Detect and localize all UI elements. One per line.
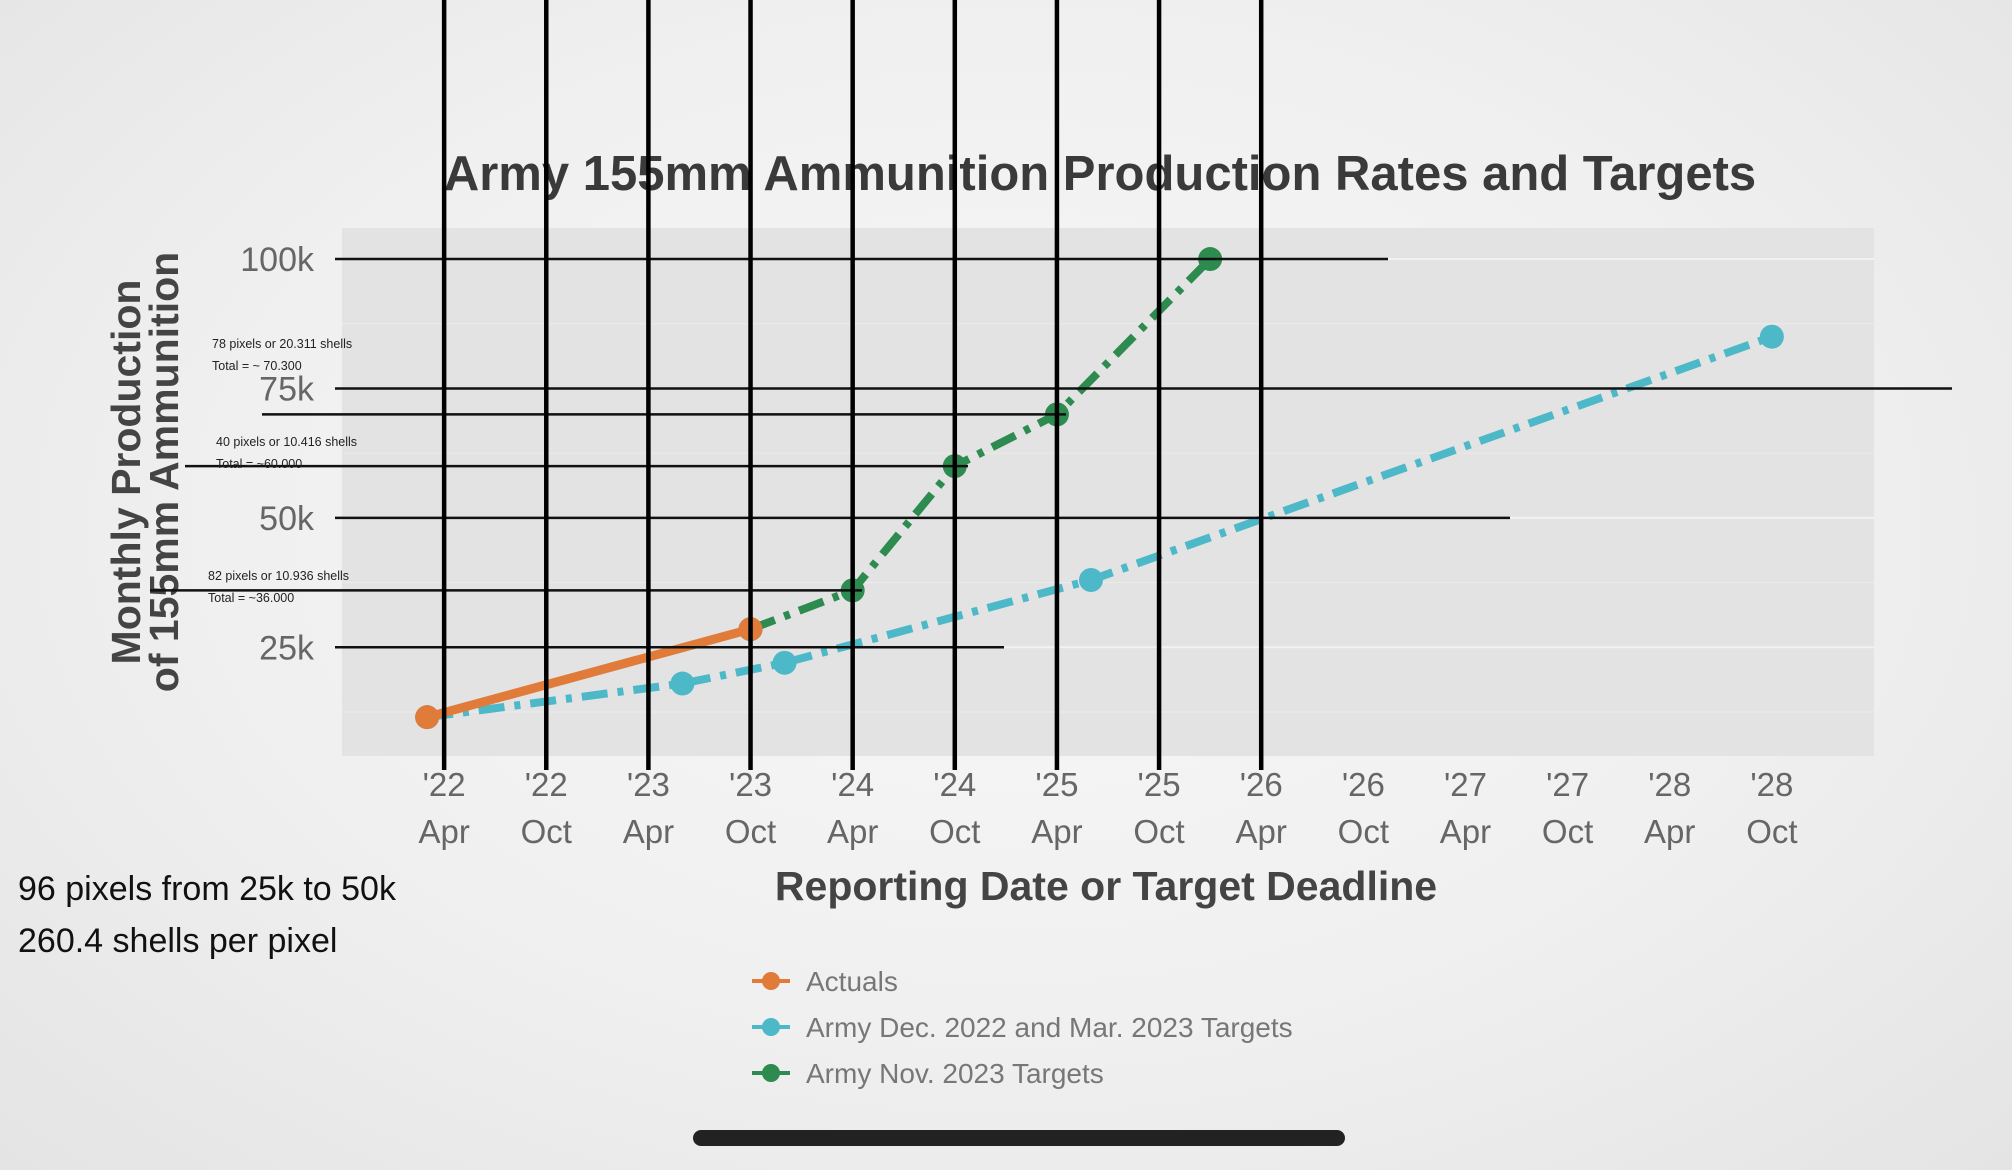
x-tick-month-3: Oct xyxy=(725,813,776,850)
y-ticks: 25k 50k 75k 100k xyxy=(240,241,315,667)
annotation-3-line-1: 82 pixels or 10.936 shells xyxy=(208,569,349,583)
y-axis-title-line-1: Monthly Production xyxy=(103,280,149,665)
x-tick-year-5: '24 xyxy=(933,766,976,803)
annotation-3: 82 pixels or 10.936 shells Total = ~36.0… xyxy=(208,569,349,605)
y-tick-label-25k: 25k xyxy=(259,629,315,667)
x-tick-year-8: '26 xyxy=(1240,766,1283,803)
x-tick-year-6: '25 xyxy=(1035,766,1078,803)
x-tick-month-7: Oct xyxy=(1133,813,1184,850)
x-tick-year-1: '22 xyxy=(525,766,568,803)
note-line-2: 260.4 shells per pixel xyxy=(18,922,337,960)
x-tick-month-4: Apr xyxy=(827,813,878,850)
y-axis-title-line-2: of 155mm Ammunition xyxy=(141,252,187,692)
series-0-point-0 xyxy=(415,705,440,730)
y-tick-label-75k: 75k xyxy=(259,370,315,408)
annotation-1: 78 pixels or 20.311 shells Total = ~ 70.… xyxy=(212,337,352,373)
x-tick-month-11: Oct xyxy=(1542,813,1593,850)
y-tick-label-50k: 50k xyxy=(259,500,315,538)
x-ticks: '22 Apr '22 Oct '23 Apr '23 Oct '24 Apr '24 Oct '25 A… xyxy=(418,766,1797,850)
note-line-1: 96 pixels from 25k to 50k xyxy=(18,870,397,908)
x-tick-year-7: '25 xyxy=(1138,766,1181,803)
x-tick-month-9: Oct xyxy=(1338,813,1389,850)
annotation-2-line-1: 40 pixels or 10.416 shells xyxy=(216,435,357,449)
legend: Actuals Army Dec. 2022 and Mar. 2023 Targ… xyxy=(752,966,1293,1089)
annotation-1-line-1: 78 pixels or 20.311 shells xyxy=(212,337,352,351)
legend-swatch-marker-1 xyxy=(762,1018,780,1036)
x-tick-year-13: '28 xyxy=(1750,766,1793,803)
x-tick-month-0: Apr xyxy=(418,813,469,850)
x-tick-year-3: '23 xyxy=(729,766,772,803)
x-tick-month-10: Apr xyxy=(1440,813,1491,850)
x-tick-month-6: Apr xyxy=(1031,813,1082,850)
series-1-point-2 xyxy=(772,650,797,675)
y-tick-label-100k: 100k xyxy=(240,241,315,279)
x-tick-year-9: '26 xyxy=(1342,766,1385,803)
x-tick-year-0: '22 xyxy=(423,766,466,803)
series-line-0 xyxy=(425,624,752,722)
overlay-horizontal-lines xyxy=(150,257,1952,649)
annotation-2-line-2: Total = ~60.000 xyxy=(216,457,302,471)
series-1-point-3 xyxy=(1078,568,1103,592)
x-tick-month-8: Apr xyxy=(1236,813,1287,850)
series-line-1 xyxy=(426,332,1774,722)
x-tick-year-10: '27 xyxy=(1444,766,1487,803)
x-tick-year-4: '24 xyxy=(831,766,874,803)
x-tick-month-5: Oct xyxy=(929,813,980,850)
x-tick-month-12: Apr xyxy=(1644,813,1695,850)
home-indicator[interactable] xyxy=(693,1130,1345,1146)
legend-label-1: Army Dec. 2022 and Mar. 2023 Targets xyxy=(806,1012,1293,1043)
annotation-2: 40 pixels or 10.416 shells Total = ~60.0… xyxy=(216,435,357,471)
x-tick-year-2: '23 xyxy=(627,766,670,803)
x-tick-year-12: '28 xyxy=(1648,766,1691,803)
legend-swatch-marker-0 xyxy=(762,972,780,990)
legend-swatch-marker-2 xyxy=(762,1064,780,1082)
legend-label-2: Army Nov. 2023 Targets xyxy=(806,1058,1104,1089)
series-1-point-1 xyxy=(670,671,695,696)
annotation-1-line-2: Total = ~ 70.300 xyxy=(212,359,302,373)
x-tick-year-11: '27 xyxy=(1546,766,1589,803)
legend-label-0: Actuals xyxy=(806,966,898,997)
annotation-3-line-2: Total = ~36.000 xyxy=(208,591,294,605)
x-tick-month-2: Apr xyxy=(623,813,674,850)
chart-title: Army 155mm Ammunition Production Rates a… xyxy=(444,147,1756,201)
x-tick-month-13: Oct xyxy=(1746,813,1797,850)
overlay-vertical-lines xyxy=(441,0,1264,770)
x-tick-month-1: Oct xyxy=(521,813,572,850)
x-axis-title: Reporting Date or Target Deadline xyxy=(775,863,1437,909)
series-1-point-4 xyxy=(1759,324,1784,349)
y-axis-title: Monthly Production of 155mm Ammunition xyxy=(103,252,187,692)
